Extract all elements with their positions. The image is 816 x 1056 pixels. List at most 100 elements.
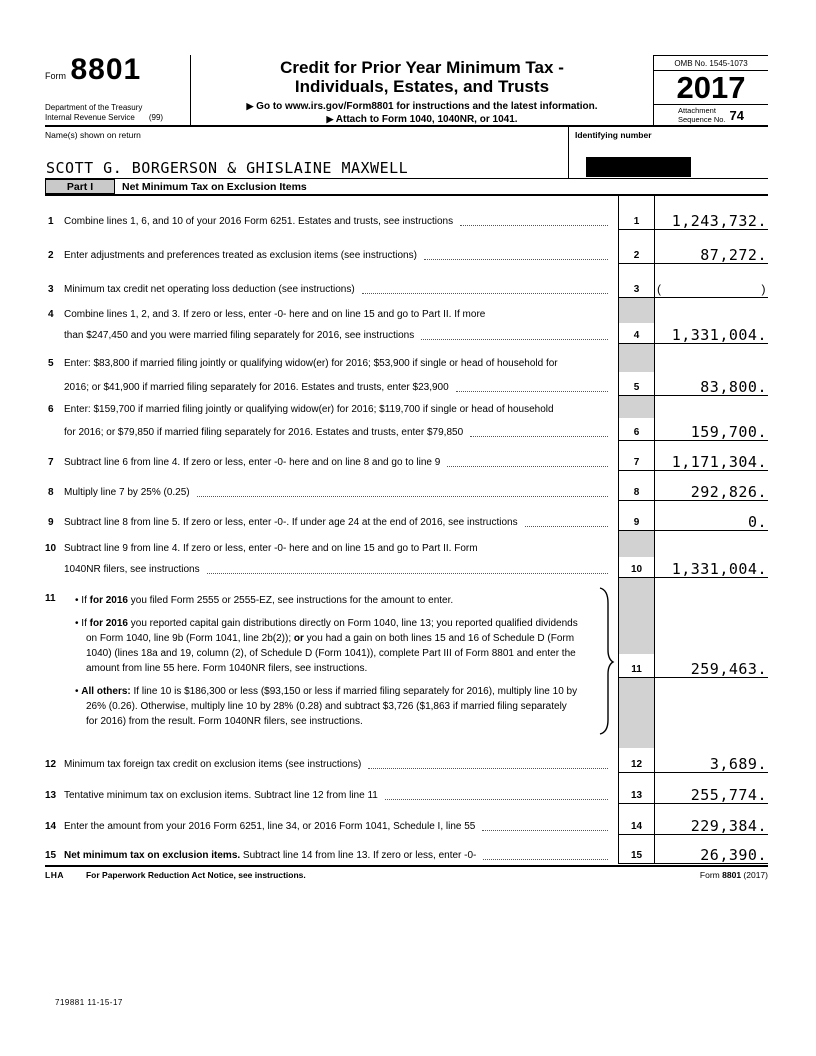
line-text: 2016; or $41,900 if married filing separ… — [64, 382, 449, 393]
footer-form-word: Form — [699, 870, 720, 880]
line-7-row: 7 Subtract line 6 from line 4. If zero or… — [45, 451, 768, 471]
line-number: 11 — [45, 593, 56, 604]
line-box-number: 13 — [618, 784, 655, 804]
line-5-row: 2016; or $41,900 if married filing separ… — [45, 372, 768, 396]
line-text: Enter adjustments and preferences treate… — [64, 250, 417, 261]
right-pointer-icon: ▶ — [326, 114, 334, 124]
line-3-row: 3 Minimum tax credit net operating loss d… — [45, 278, 768, 298]
spacer-row — [45, 835, 768, 844]
dotted-leader — [368, 768, 608, 769]
form-word: Form — [45, 71, 66, 81]
taxpayer-name: SCOTT G. BORGERSON & GHISLAINE MAXWELL — [46, 159, 409, 177]
line-5-amount: 83,800. — [655, 372, 768, 396]
line-11-bullet-1: • If for 2016 you filed Form 2555 or 255… — [45, 593, 579, 608]
line-box-number: 12 — [618, 748, 655, 773]
bullet-text: you had a gain on both lines 15 and 16 o… — [86, 633, 576, 674]
line-box-number: 11 — [619, 654, 654, 678]
spacer-row — [45, 501, 768, 511]
line-text: Minimum tax credit net operating loss de… — [64, 284, 355, 295]
footer-form-id: Form 8801 (2017) — [700, 870, 768, 880]
line-14-amount: 229,384. — [655, 815, 768, 835]
spacer-row — [45, 471, 768, 481]
line-number: 10 — [45, 543, 57, 554]
line-number: 9 — [48, 517, 54, 528]
attach-instruction: ▶ Attach to Form 1040, 1040NR, or 1041. — [191, 114, 653, 125]
line-8-row: 8 Multiply line 7 by 25% (0.25) 8 292,826… — [45, 481, 768, 501]
line-box-number: 8 — [618, 481, 655, 501]
spacer-row — [45, 196, 768, 210]
line-number: 15 — [45, 850, 57, 861]
line-number: 5 — [48, 358, 54, 369]
line-box-number: 14 — [618, 815, 655, 835]
line-text: for 2016; or $79,850 if married filing s… — [64, 427, 464, 438]
redacted-id-box — [586, 157, 691, 177]
line-15-amount: 26,390. — [655, 844, 768, 864]
attachment-number: 74 — [729, 108, 744, 123]
spacer-row — [45, 804, 768, 815]
omb-number: OMB No. 1545-1073 — [654, 56, 768, 71]
line-box-number: 2 — [618, 244, 655, 264]
line-12-row: 12 Minimum tax foreign tax credit on excl… — [45, 748, 768, 773]
line-5-text1-row: 5 Enter: $83,800 if married filing jointl… — [45, 344, 768, 372]
line-box-number: 3 — [618, 278, 655, 298]
spacer-row — [45, 441, 768, 451]
line-11-bullet-3: • All others: If line 10 is $186,300 or … — [45, 684, 579, 729]
line-text: Subtract line 14 from line 13. If zero o… — [240, 850, 477, 861]
dept-code: (99) — [148, 113, 164, 122]
go-instruction: ▶ Go to www.irs.gov/Form8801 for instruc… — [191, 101, 653, 112]
brace-decoration — [599, 587, 615, 735]
agency-lines: Department of the Treasury Internal Reve… — [45, 103, 186, 123]
line-1-row: 1 Combine lines 1, 6, and 10 of your 2016… — [45, 210, 768, 230]
bullet-icon: • — [75, 618, 79, 629]
footer-form-year: (2017) — [741, 870, 768, 880]
line-number: 12 — [45, 759, 57, 770]
taxpayer-row: Name(s) shown on return SCOTT G. BORGERS… — [45, 127, 768, 178]
paren-close: ) — [761, 282, 766, 296]
line-text: Tentative minimum tax on exclusion items… — [64, 790, 378, 801]
line-box-number: 10 — [618, 557, 655, 578]
spacer-row — [45, 773, 768, 784]
line-number: 7 — [48, 457, 54, 468]
attachment-label2: Sequence No. — [677, 114, 726, 124]
part1-bar: Part I Net Minimum Tax on Exclusion Item… — [45, 178, 768, 196]
line-7-amount: 1,171,304. — [655, 451, 768, 471]
line-9-amount: 0. — [655, 511, 768, 531]
bullet-text: If — [81, 618, 90, 629]
right-pointer-icon: ▶ — [246, 101, 254, 111]
form-title-line1: Credit for Prior Year Minimum Tax - — [280, 58, 564, 77]
dotted-leader — [423, 259, 608, 260]
paren-open: ( — [657, 282, 662, 296]
attach-instruction-text: Attach to Form 1040, 1040NR, or 1041. — [335, 114, 518, 125]
form-title-block: Credit for Prior Year Minimum Tax - Indi… — [191, 55, 653, 125]
line-text: Enter the amount from your 2016 Form 625… — [64, 821, 476, 832]
dept-line2: Internal Revenue Service — [45, 113, 135, 122]
line-text: Enter: $159,700 if married filing jointl… — [64, 404, 554, 415]
line-10-text1-row: 10 Subtract line 9 from line 4. If zero o… — [45, 531, 768, 557]
line-number: 8 — [48, 487, 54, 498]
line-text: 1040NR filers, see instructions — [64, 564, 200, 575]
line-14-row: 14 Enter the amount from your 2016 Form 6… — [45, 815, 768, 835]
line-8-amount: 292,826. — [655, 481, 768, 501]
line-10-row: 1040NR filers, see instructions 10 1,331… — [45, 557, 768, 578]
footer-form-number: 8801 — [722, 870, 742, 880]
line-box-number: 4 — [618, 323, 655, 344]
line-box-number: 7 — [618, 451, 655, 471]
line-box-number: 5 — [618, 372, 655, 396]
bullet-text: you reported capital gain distributions … — [86, 618, 578, 644]
bullet-text-bold: or — [293, 633, 304, 644]
line-box-number: 1 — [618, 210, 655, 230]
bullet-icon: • — [75, 595, 79, 606]
dotted-leader — [460, 225, 608, 226]
line-3-amount: () — [655, 278, 768, 298]
bullet-text: If line 10 is $186,300 or less ($93,150 … — [86, 686, 578, 727]
attachment-label1: Attachment — [677, 106, 716, 115]
bullet-text: you filed Form 2555 or 2555-EZ, see inst… — [128, 595, 454, 606]
line-text: Subtract line 9 from line 4. If zero or … — [64, 543, 478, 554]
name-label: Name(s) shown on return — [45, 130, 141, 140]
go-instruction-text: Go to www.irs.gov/Form8801 for instructi… — [256, 101, 598, 112]
line-box-number: 9 — [618, 511, 655, 531]
dotted-leader — [384, 799, 608, 800]
line-6-row: for 2016; or $79,850 if married filing s… — [45, 418, 768, 441]
attachment-sequence: Attachment Sequence No. 74 — [654, 105, 768, 124]
